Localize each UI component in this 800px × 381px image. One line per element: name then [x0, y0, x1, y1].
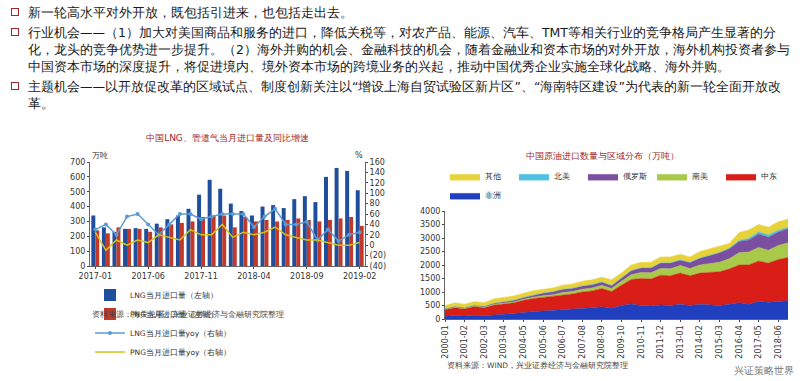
svg-text:2017-05: 2017-05: [754, 325, 763, 358]
svg-text:2018-04: 2018-04: [237, 272, 270, 281]
svg-text:2016-04: 2016-04: [735, 325, 744, 358]
svg-text:2006-07: 2006-07: [558, 325, 567, 358]
svg-text:2009-10: 2009-10: [617, 325, 626, 358]
svg-text:2005-06: 2005-06: [539, 325, 548, 358]
svg-text:2500: 2500: [420, 247, 440, 256]
svg-text:PNG当月进口量（左轴）: PNG当月进口量（左轴）: [130, 310, 218, 319]
svg-text:LNG当月进口量（左轴）: LNG当月进口量（左轴）: [130, 291, 218, 300]
svg-text:2000-01: 2000-01: [441, 325, 450, 358]
svg-text:2002-03: 2002-03: [480, 325, 489, 358]
svg-text:100: 100: [370, 189, 385, 198]
svg-text:2011-12: 2011-12: [656, 325, 665, 358]
svg-text:2017-11: 2017-11: [184, 272, 217, 281]
svg-text:2008-09: 2008-09: [597, 325, 606, 358]
svg-text:200: 200: [70, 232, 85, 241]
svg-text:(20): (20): [370, 251, 386, 260]
svg-text:300: 300: [70, 217, 85, 226]
svg-text:2014-02: 2014-02: [695, 325, 704, 358]
svg-text:中国原油进口数量与区域分布（万吨）: 中国原油进口数量与区域分布（万吨）: [526, 151, 679, 161]
svg-text:600: 600: [70, 173, 85, 182]
svg-text:2018-06: 2018-06: [774, 325, 783, 358]
svg-text:4000: 4000: [420, 207, 440, 216]
svg-text:2003-04: 2003-04: [499, 325, 508, 358]
svg-text:2004-05: 2004-05: [519, 325, 528, 358]
svg-text:1500: 1500: [420, 274, 440, 283]
svg-text:140: 140: [370, 168, 385, 177]
svg-text:资料来源：海关总署，兴业证券经济与金融研究院整理: 资料来源：海关总署，兴业证券经济与金融研究院整理: [92, 310, 284, 319]
svg-text:2007-08: 2007-08: [578, 325, 587, 358]
svg-text:2010-11: 2010-11: [637, 325, 646, 358]
svg-text:1000: 1000: [420, 288, 440, 297]
svg-text:120: 120: [370, 179, 385, 188]
svg-text:160: 160: [370, 158, 385, 167]
svg-text:2017-06: 2017-06: [131, 272, 164, 281]
svg-text:PNG当月进口量yoy（右轴）: PNG当月进口量yoy（右轴）: [130, 348, 231, 357]
svg-text:0: 0: [370, 241, 375, 250]
svg-text:2001-02: 2001-02: [460, 325, 469, 358]
svg-text:南美: 南美: [692, 172, 708, 181]
svg-text:500: 500: [70, 188, 85, 197]
svg-text:40: 40: [370, 220, 380, 229]
svg-text:2015-03: 2015-03: [715, 325, 724, 358]
svg-text:100: 100: [70, 247, 85, 256]
svg-text:(40): (40): [370, 262, 386, 271]
svg-text:60: 60: [370, 210, 380, 219]
svg-text:80: 80: [370, 199, 380, 208]
svg-text:非洲: 非洲: [485, 191, 501, 200]
svg-text:俄罗斯: 俄罗斯: [623, 172, 647, 181]
svg-text:2019-02: 2019-02: [343, 272, 376, 281]
svg-text:中国LNG、管道气当月进口量及同比增速: 中国LNG、管道气当月进口量及同比增速: [146, 133, 309, 143]
svg-text:万吨: 万吨: [92, 151, 108, 160]
svg-text:2013-01: 2013-01: [676, 325, 685, 358]
svg-text:%: %: [355, 151, 363, 160]
svg-text:700: 700: [70, 158, 85, 167]
svg-text:2018-09: 2018-09: [290, 272, 323, 281]
svg-text:3000: 3000: [420, 234, 440, 243]
svg-text:3500: 3500: [420, 220, 440, 229]
svg-text:2000: 2000: [420, 261, 440, 270]
svg-text:中东: 中东: [761, 172, 777, 181]
html-text:行业机会——（1）加大对美国商品和服务的进口，降低关税等，对: 行业机会——（1）加大对美国商品和服务的进口，降低关税等，对农产品、能源、汽车、…: [28, 25, 790, 74]
html-text:主题机会——以开放促改革的区域试点、制度创新关注以“增设上海: 主题机会——以开放促改革的区域试点、制度创新关注以“增设上海自贸试验区新片区”、…: [28, 79, 781, 111]
svg-text:500: 500: [425, 301, 440, 310]
svg-text:LNG当月进口量yoy（右轴）: LNG当月进口量yoy（右轴）: [130, 329, 231, 338]
svg-text:其他: 其他: [485, 172, 501, 181]
svg-text:0: 0: [80, 262, 85, 271]
html-text:兴证策略世界: 兴证策略世界: [734, 365, 794, 376]
svg-text:北美: 北美: [554, 172, 570, 181]
svg-text:资料来源：WIND，兴业证券经济与金融研究院整理: 资料来源：WIND，兴业证券经济与金融研究院整理: [447, 361, 628, 370]
html-text:新一轮高水平对外开放，既包括引进来，也包括走出去。: 新一轮高水平对外开放，既包括引进来，也包括走出去。: [28, 5, 353, 20]
svg-text:2017-01: 2017-01: [79, 272, 112, 281]
svg-text:400: 400: [70, 202, 85, 211]
svg-text:20: 20: [370, 231, 380, 240]
svg-text:0: 0: [435, 315, 440, 324]
